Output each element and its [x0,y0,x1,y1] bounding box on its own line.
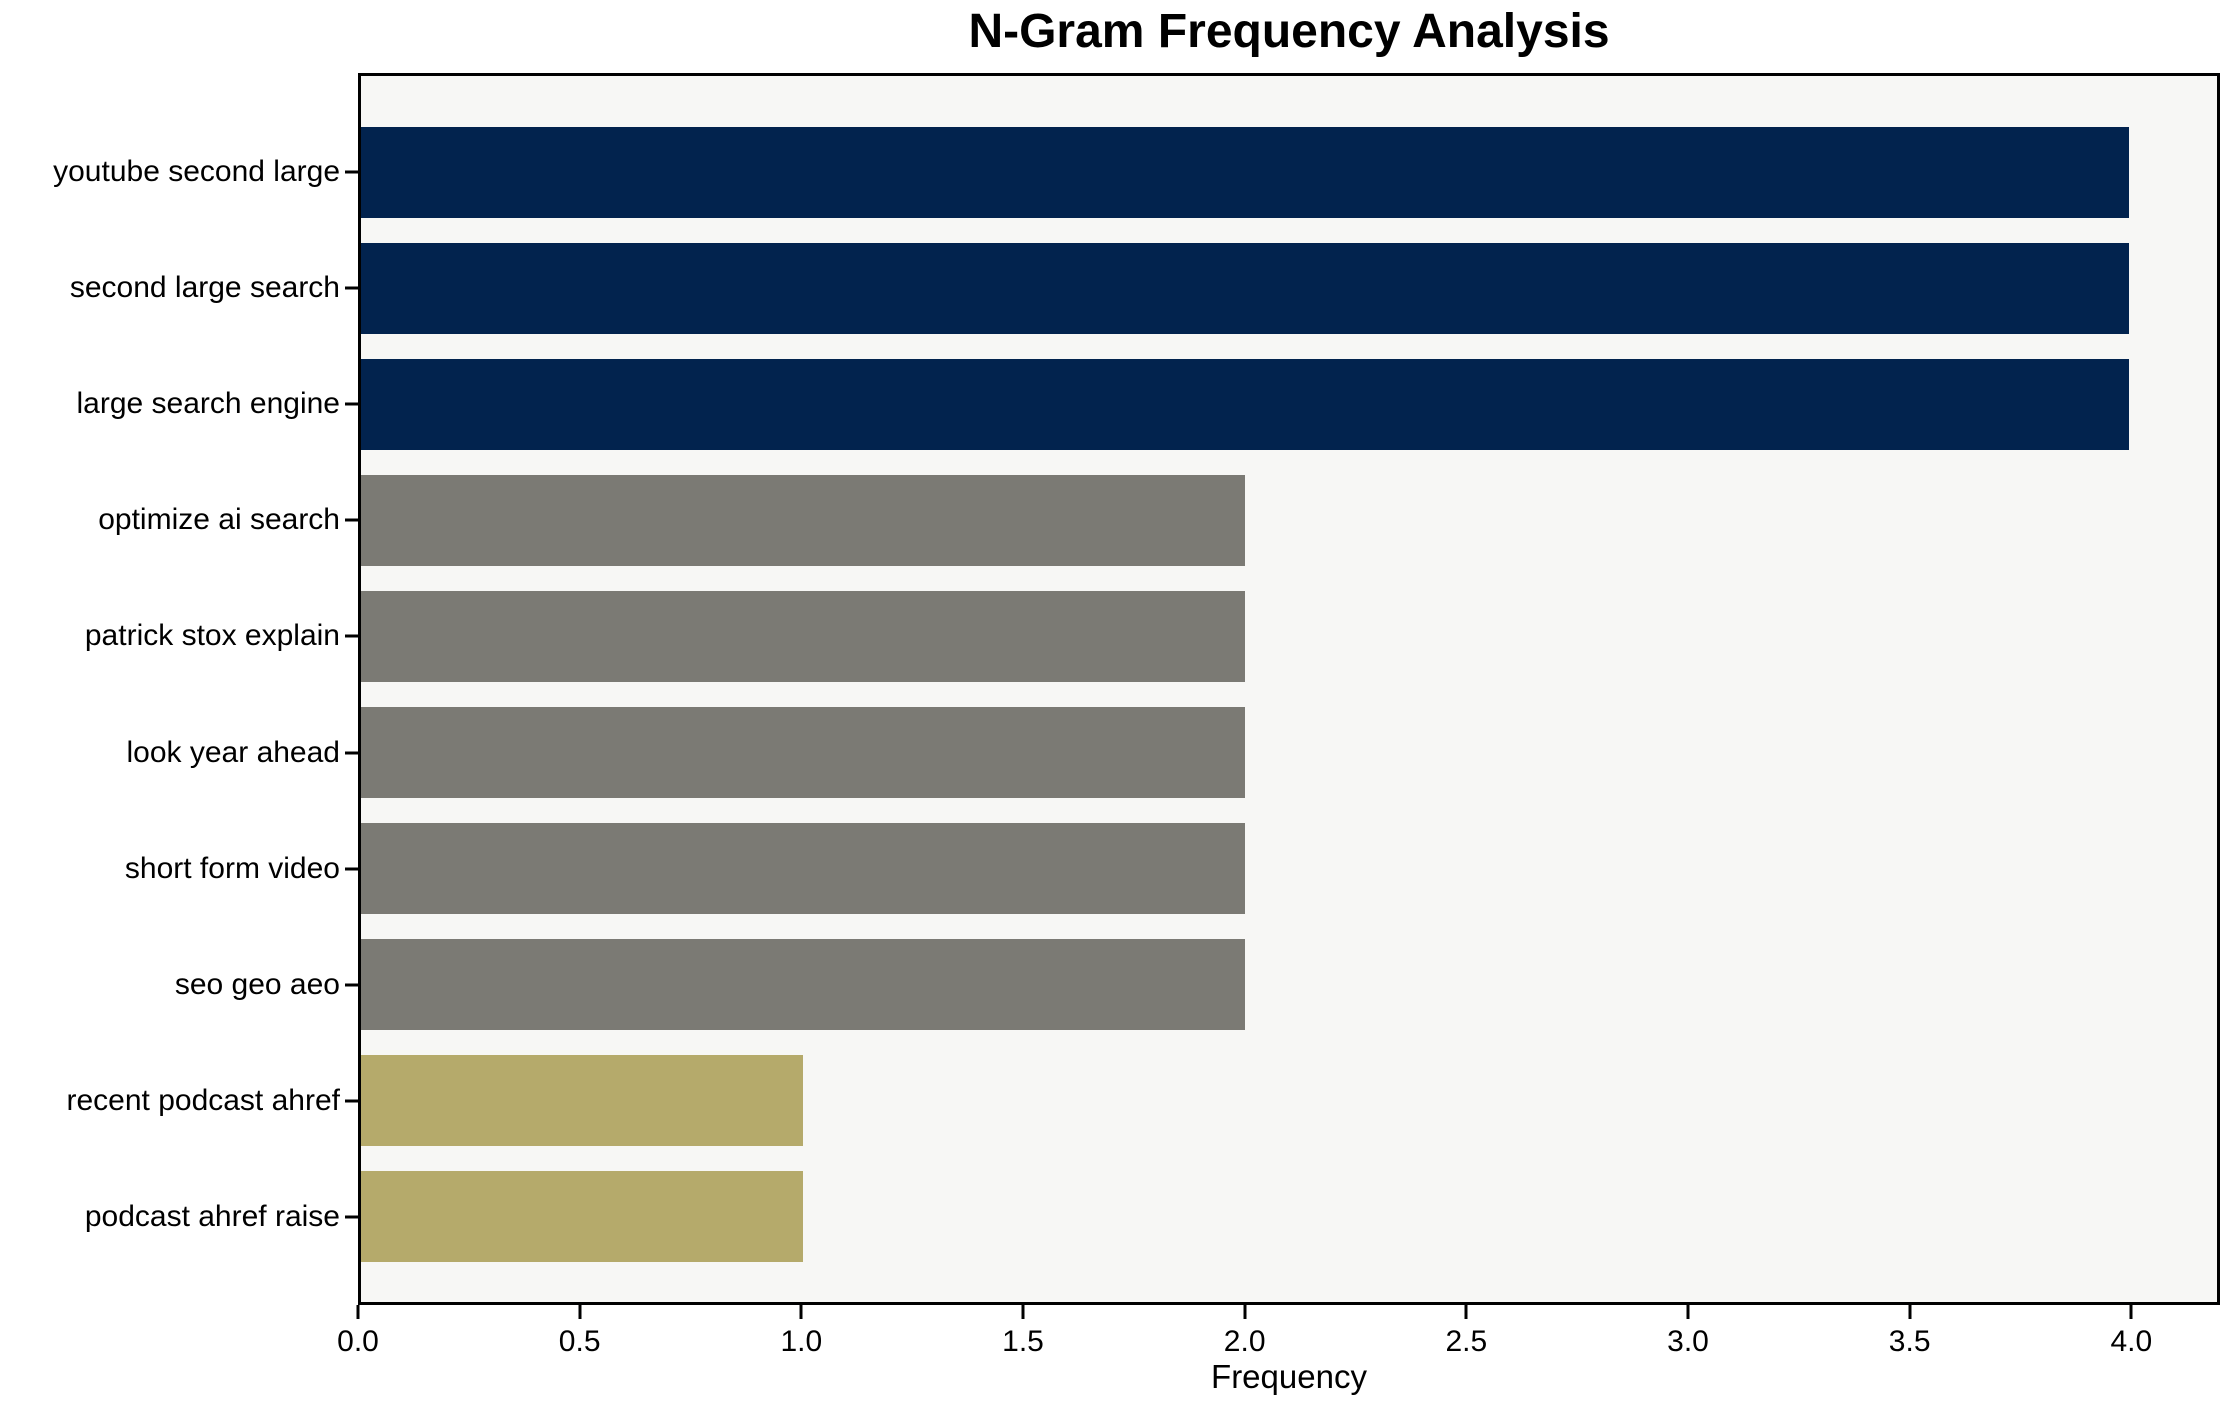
y-tick-mark [345,286,358,290]
x-tick-label: 0.0 [337,1325,379,1358]
bar-row: patrick stox explain [85,578,2217,694]
category-label: optimize ai search [98,503,340,537]
category-label: look year ahead [126,735,341,769]
bar-row: large search engine [76,346,2217,462]
category-label: seo geo aeo [174,967,340,1001]
bar-row: second large search [70,230,2217,346]
x-axis: 0.0 0.5 1.0 1.5 2.0 2.5 3.0 3.5 4.0 [337,1305,2220,1365]
bar [361,126,2129,218]
x-tick-label: 4.0 [2110,1325,2153,1358]
x-tick-mark [578,1305,582,1319]
x-tick-label: 1.5 [1002,1325,1044,1358]
bar [361,358,2129,450]
y-tick-mark [345,1099,358,1103]
x-tick-mark [1686,1305,1690,1319]
x-tick-label: 3.0 [1667,1325,1709,1358]
x-tick-mark [1908,1305,1912,1319]
bar [361,1171,803,1263]
category-label: second large search [69,271,340,305]
bar-row: look year ahead [127,694,2217,810]
bar [361,1055,803,1147]
x-tick-label: 0.5 [558,1325,601,1358]
bar [361,707,1245,799]
y-tick-mark [345,170,358,174]
x-tick-mark [1243,1305,1247,1319]
y-tick-mark [345,751,358,755]
category-label: patrick stox explain [84,619,340,653]
category-label: recent podcast ahref [66,1083,340,1117]
x-tick-mark [799,1305,803,1319]
bar-row: short form video [125,811,2217,927]
bar [361,242,2129,334]
y-tick-mark [345,1215,358,1219]
x-tick-mark [1464,1305,1468,1319]
bars-area: youtube second large second large search l… [53,76,2217,1302]
x-axis-label: Frequency [1211,1358,1367,1395]
x-tick-label: 2.0 [1223,1325,1266,1358]
category-label: short form video [124,851,340,885]
plot-area: youtube second large second large search l… [53,73,2220,1305]
bar-row: seo geo aeo [175,927,2217,1043]
bar [361,474,1245,566]
y-tick-mark [345,867,358,871]
y-tick-mark [345,518,358,522]
bar [361,939,1245,1031]
bar-row: podcast ahref raise [85,1159,2217,1275]
y-tick-mark [345,402,358,406]
chart-title: N-Gram Frequency Analysis [968,5,1610,58]
category-label: large search engine [76,387,340,421]
category-label: podcast ahref raise [84,1199,340,1233]
x-tick-label: 3.5 [1888,1325,1931,1358]
x-tick-mark [356,1305,360,1319]
x-tick-label: 1.0 [780,1325,823,1358]
x-tick-mark [2129,1305,2133,1319]
x-tick-label: 2.5 [1445,1325,1488,1358]
category-label: youtube second large [53,155,340,189]
x-tick-mark [1021,1305,1025,1319]
bar-row: recent podcast ahref [66,1043,2217,1159]
y-tick-mark [345,634,358,638]
bar [361,823,1245,915]
bar [361,590,1245,682]
bar-row: youtube second large [53,114,2217,230]
y-tick-mark [345,983,358,987]
bar-row: optimize ai search [98,462,2217,578]
